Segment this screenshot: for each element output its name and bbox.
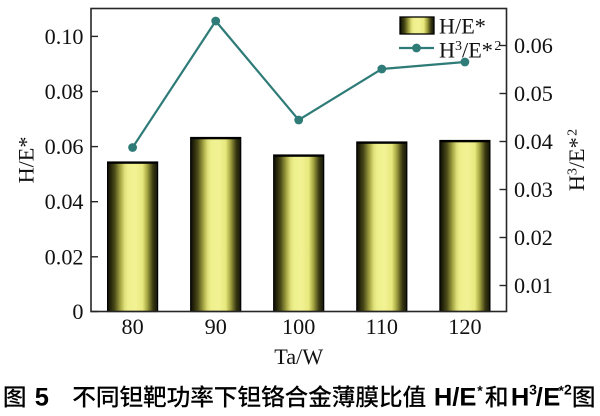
svg-text:0.10: 0.10 [45,24,84,49]
svg-text:0: 0 [72,299,83,324]
svg-text:120: 120 [448,314,481,339]
svg-text:0.06: 0.06 [514,33,553,58]
svg-text:H/E*: H/E* [14,137,39,184]
svg-text:0.02: 0.02 [45,244,84,269]
svg-text:90: 90 [205,314,227,339]
svg-text:0.05: 0.05 [514,81,553,106]
svg-text:H3/E*2: H3/E*2 [564,129,589,191]
svg-text:100: 100 [282,314,315,339]
svg-text:H3/E*2: H3/E*2 [439,38,501,63]
svg-text:H/E*: H/E* [439,14,486,39]
svg-text:0.04: 0.04 [45,189,84,214]
svg-text:0.04: 0.04 [514,129,553,154]
svg-text:0.02: 0.02 [514,225,553,250]
svg-text:0.03: 0.03 [514,177,553,202]
svg-text:0.01: 0.01 [514,273,553,298]
svg-text:80: 80 [122,314,144,339]
svg-text:0.06: 0.06 [45,134,84,159]
svg-text:0.08: 0.08 [45,79,84,104]
svg-text:110: 110 [366,314,398,339]
svg-text:Ta/W: Ta/W [274,344,323,369]
